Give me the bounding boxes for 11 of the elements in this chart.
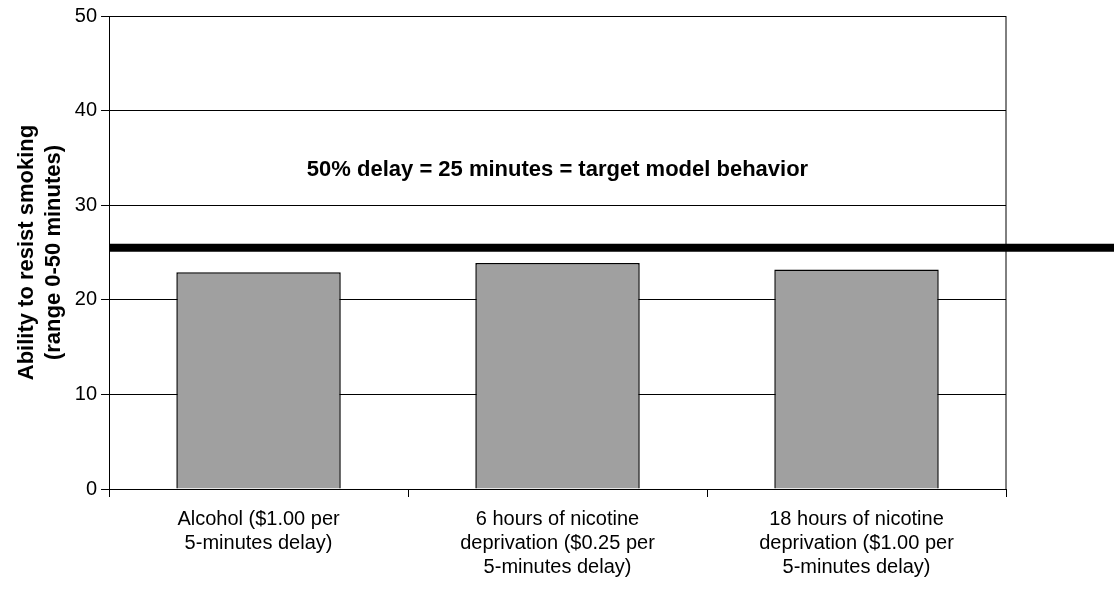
- y-tick-label: 30: [74, 192, 98, 215]
- x-tick-label: 18 hours of nicotine deprivation ($1.00 per 5-minutes delay): [759, 506, 955, 577]
- y-tick-label: 0: [85, 476, 98, 499]
- ref-line-label: 50% delay = 25 minutes = target model behavior: [306, 155, 809, 181]
- y-axis-title: Ability to resist smoking (range 0-50 minutes): [13, 124, 65, 381]
- y-tick-label: 10: [74, 381, 98, 404]
- x-tick-label: Alcohol ($1.00 per 5-minutes delay): [177, 506, 341, 553]
- y-tick-label: 50: [74, 3, 98, 26]
- y-tick-label: 40: [74, 98, 98, 121]
- x-tick-label: 6 hours of nicotine deprivation ($0.25 per 5-minutes delay): [460, 506, 656, 577]
- y-tick-label: 20: [74, 287, 98, 310]
